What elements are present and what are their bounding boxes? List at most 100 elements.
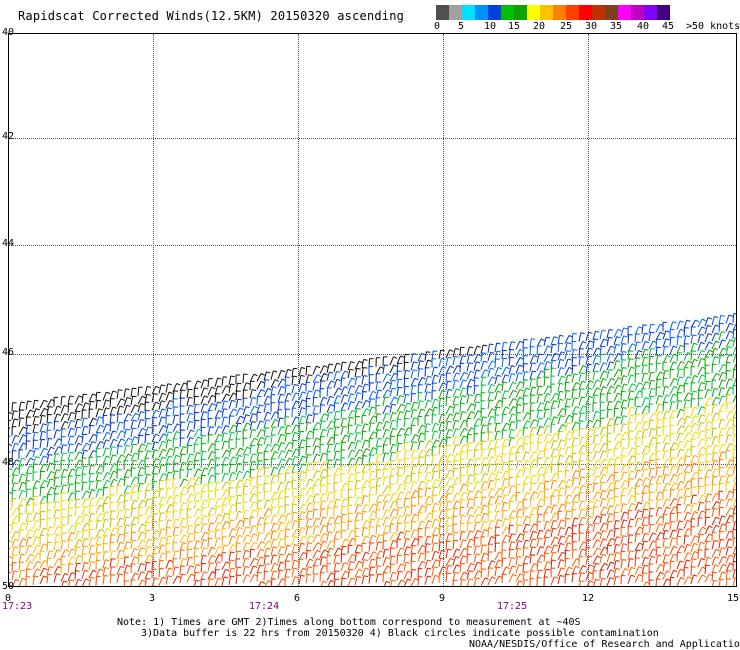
- wind-barb-flag: [581, 476, 586, 479]
- wind-barb-flag: [561, 375, 566, 379]
- wind-barb: [235, 502, 238, 513]
- wind-barb-flag: [631, 455, 636, 458]
- wind-barb-flag: [349, 416, 355, 419]
- wind-barb: [305, 510, 309, 520]
- wind-barb: [102, 528, 108, 537]
- wind-barb-flag: [230, 495, 235, 498]
- wind-barb-flag: [622, 343, 627, 345]
- wind-barb: [102, 567, 106, 577]
- wind-barb-flag: [547, 561, 552, 564]
- wind-barb: [263, 523, 265, 533]
- wind-barb-flag: [336, 378, 341, 382]
- wind-barb: [361, 367, 364, 377]
- wind-barb-flag: [72, 524, 77, 528]
- wind-barb-flag: [358, 560, 363, 564]
- wind-barb-flag: [210, 522, 215, 525]
- wind-barb-flag: [83, 529, 88, 532]
- wind-barb: [130, 548, 135, 558]
- wind-barb: [522, 443, 525, 453]
- wind-barb: [263, 379, 266, 389]
- wind-barb-flag: [477, 529, 482, 533]
- wind-barb: [207, 546, 213, 556]
- wind-barb: [459, 419, 465, 429]
- wind-barb-flag: [358, 400, 363, 404]
- wind-barb: [487, 520, 492, 530]
- wind-barb-flag: [463, 491, 468, 495]
- wind-barb: [529, 538, 533, 548]
- wind-barb: [214, 473, 217, 483]
- wind-barb: [172, 438, 175, 448]
- wind-barb: [445, 437, 448, 447]
- wind-barb-flag: [491, 383, 496, 387]
- wind-barb: [592, 515, 598, 525]
- wind-barb: [585, 468, 591, 478]
- wind-barb: [312, 397, 315, 407]
- wind-barb-flag: [594, 338, 599, 340]
- wind-barb: [256, 556, 261, 566]
- wind-barb: [487, 408, 493, 418]
- wind-barb-flag: [373, 431, 378, 435]
- wind-barb-flag: [622, 543, 628, 546]
- wind-barb: [438, 390, 443, 400]
- wind-barb: [165, 463, 168, 473]
- wind-barb-flag: [454, 531, 459, 534]
- wind-barb: [459, 515, 463, 525]
- wind-barb: [571, 501, 575, 511]
- wind-barb-flag: [56, 533, 61, 536]
- wind-barb: [529, 498, 532, 508]
- wind-barb-flag: [308, 518, 313, 521]
- wind-barb: [543, 448, 546, 459]
- wind-barb-flag: [414, 537, 419, 541]
- wind-barb: [354, 408, 358, 418]
- wind-barb-flag: [482, 376, 487, 379]
- wind-barb-flag: [349, 432, 355, 435]
- wind-barb: [228, 544, 234, 554]
- wind-barb: [46, 486, 52, 496]
- wind-barb: [144, 530, 147, 540]
- wind-barb-flag: [154, 449, 159, 452]
- wind-barb: [312, 381, 316, 391]
- wind-barb: [431, 527, 437, 537]
- wind-barb: [277, 522, 282, 531]
- wind-barb: [564, 455, 570, 464]
- wind-barb: [158, 577, 163, 586]
- wind-barb: [81, 522, 87, 532]
- wind-barb: [424, 471, 428, 481]
- wind-barb-flag: [580, 372, 586, 375]
- wind-barb: [228, 511, 231, 521]
- wind-barb: [137, 435, 140, 445]
- wind-barb: [194, 580, 197, 586]
- wind-barb-flag: [372, 390, 377, 394]
- wind-barb: [487, 488, 492, 498]
- wind-barb: [620, 559, 623, 569]
- wind-barb: [214, 410, 220, 419]
- wind-barb-flag: [308, 510, 313, 513]
- wind-barb-flag: [203, 411, 208, 414]
- wind-barb-flag: [609, 553, 615, 556]
- wind-barb-flag: [555, 392, 560, 396]
- wind-barb: [95, 520, 99, 530]
- wind-barb: [130, 516, 136, 526]
- wind-barb-flag: [589, 419, 594, 423]
- wind-barb-flag: [441, 389, 446, 393]
- wind-barb: [508, 421, 512, 431]
- wind-barb-flag: [112, 406, 117, 409]
- wind-barb-flag: [540, 402, 545, 405]
- wind-barb: [368, 438, 370, 448]
- wind-barb-flag: [342, 577, 347, 580]
- wind-barb: [396, 387, 399, 397]
- wind-barb: [354, 464, 358, 474]
- wind-barb: [312, 525, 317, 535]
- wind-barb-flag: [209, 426, 215, 428]
- wind-barb: [116, 542, 121, 551]
- wind-barb-flag: [188, 468, 193, 471]
- wind-barb: [158, 480, 161, 490]
- wind-barb-flag: [265, 563, 271, 566]
- wind-barb-flag: [454, 379, 460, 382]
- wind-barb: [270, 411, 276, 420]
- wind-barb: [501, 406, 507, 416]
- wind-barb-flag: [125, 388, 130, 391]
- wind-barb-flag: [317, 374, 322, 378]
- wind-barb: [410, 490, 416, 499]
- wind-barb-flag: [230, 479, 235, 482]
